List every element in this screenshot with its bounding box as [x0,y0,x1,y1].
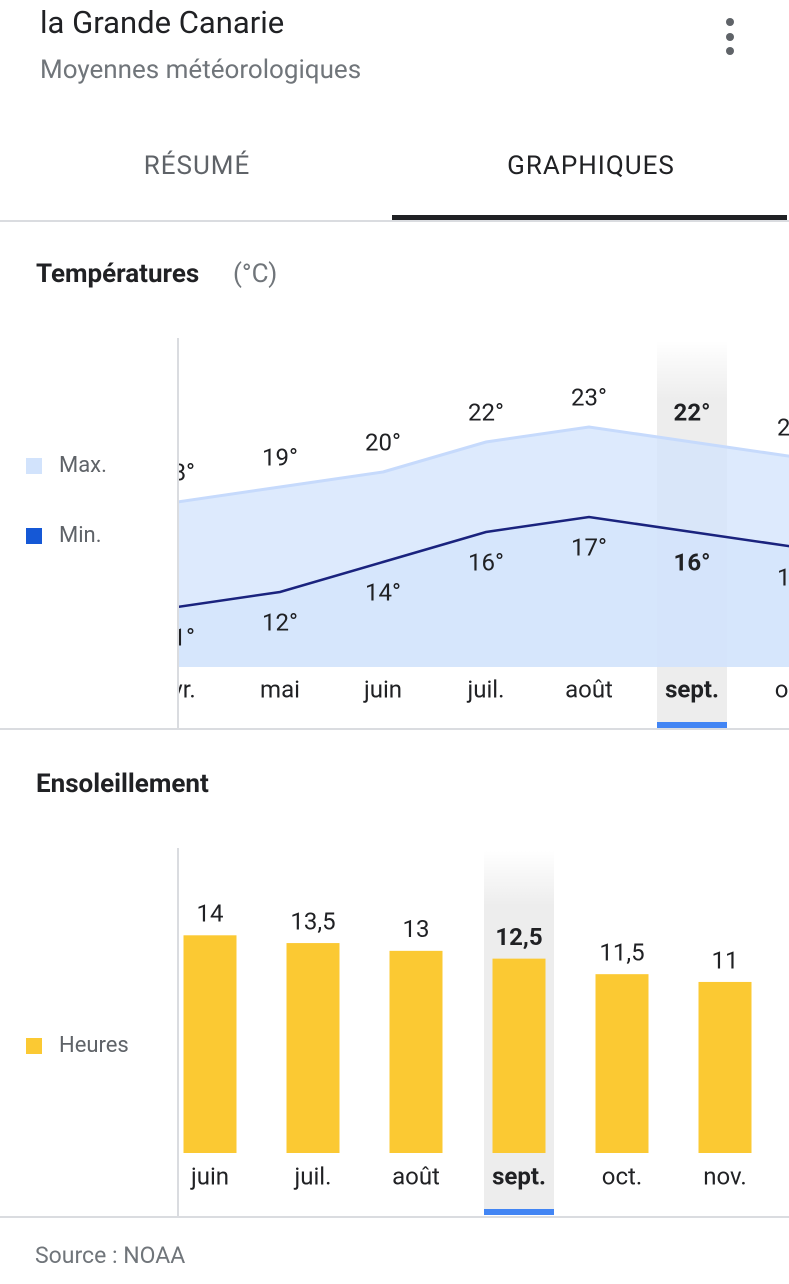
data-label: 21° [777,413,789,441]
tab[interactable]: GRAPHIQUES [507,151,675,181]
x-tick-label[interactable]: avr. [158,675,196,703]
bar [286,943,340,1153]
data-label: 11 [712,946,739,974]
x-tick-label[interactable]: sept. [492,1162,546,1190]
x-tick-label[interactable]: juil. [294,1162,332,1190]
data-label: 22° [468,398,504,426]
data-label: 17° [571,533,607,561]
x-tick-label[interactable]: mai [260,675,300,703]
data-label: 13,5 [290,907,335,935]
selected-indicator [484,1209,554,1215]
x-tick-label[interactable]: août [565,675,613,703]
bar [492,958,546,1153]
legend-swatch [26,458,42,474]
x-tick-label[interactable]: nov. [703,1162,746,1190]
tab-indicator [392,215,787,220]
x-tick-label[interactable]: juin [363,675,402,703]
data-label: 11° [159,623,195,651]
bar [595,974,649,1153]
x-tick-label[interactable]: juin [190,1162,229,1190]
data-label: 12,5 [495,923,542,951]
data-label: 12° [262,608,298,636]
source: Source : NOAA [35,1242,185,1269]
min-line [179,515,789,608]
min-area [179,517,789,667]
place-title: la Grande Canarie [40,4,284,41]
bar [389,950,443,1153]
section-unit: (°C) [233,259,277,289]
legend-label: Min. [59,523,102,548]
legend-swatch [26,528,42,544]
data-label: 18° [159,458,195,486]
data-label: 16° [674,548,711,576]
menu-button[interactable] [726,18,734,55]
legend-swatch [26,1038,42,1054]
legend-label: Heures [59,1033,129,1058]
data-label: 20° [365,428,401,456]
data-label: 19° [262,443,298,471]
selected-indicator [657,722,727,728]
section-title: Ensoleillement [36,769,209,799]
tab[interactable]: RÉSUMÉ [144,150,251,181]
subtitle: Moyennes météorologiques [40,55,361,85]
data-label: 16° [468,548,504,576]
section-title: Températures [36,259,199,289]
x-tick-label[interactable]: août [392,1162,440,1190]
data-label: 14° [365,578,401,606]
plot: 18° 19° 20° 22° 23° 22° 21° 11° 12° 14° 16° 17° 16° 1… [158,340,789,728]
data-label: 14 [197,900,224,928]
data-label: 13 [403,915,430,943]
bar [698,981,752,1153]
data-label: 11,5 [599,939,644,967]
x-tick-label[interactable]: juil. [467,675,505,703]
x-tick-label[interactable]: oct. [775,675,789,703]
data-label: 23° [571,383,607,411]
x-tick-label[interactable]: sept. [665,675,719,703]
max-line [179,425,789,504]
bar [183,935,237,1153]
data-label: 15° [777,563,789,591]
data-label: 22° [674,398,711,426]
legend-label: Max. [59,453,107,478]
x-tick-label[interactable]: oct. [602,1162,642,1190]
